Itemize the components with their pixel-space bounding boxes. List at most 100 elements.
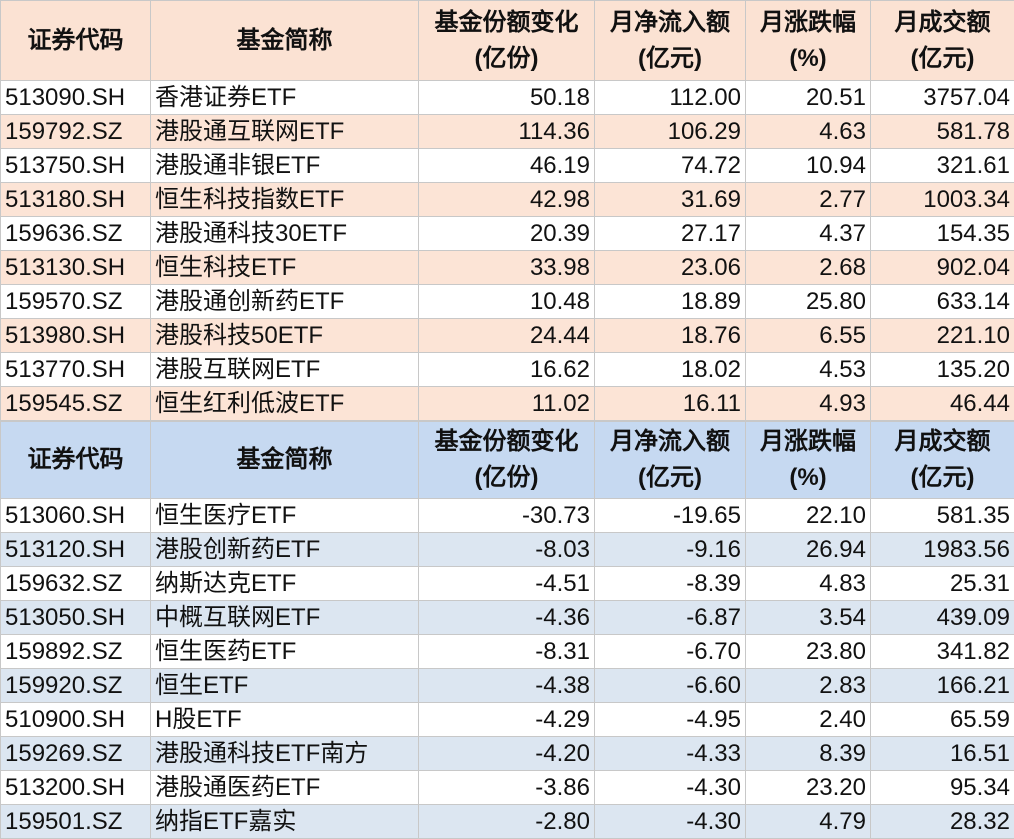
cell: 513050.SH [1, 601, 151, 635]
cell: 513090.SH [1, 81, 151, 115]
cell: 2.40 [746, 703, 871, 737]
cell: 513770.SH [1, 353, 151, 387]
cell: 恒生科技ETF [151, 251, 419, 285]
cell: 港股通医药ETF [151, 771, 419, 805]
header-text: (%) [750, 41, 866, 77]
data-table: 证券代码基金简称基金份额变化(亿份)月净流入额(亿元)月涨跌幅(%)月成交额(亿… [0, 421, 1014, 839]
cell: 46.44 [871, 387, 1014, 421]
cell: 513120.SH [1, 533, 151, 567]
cell: 902.04 [871, 251, 1014, 285]
cell: 42.98 [419, 183, 595, 217]
cell: 1983.56 [871, 533, 1014, 567]
cell: 恒生医药ETF [151, 635, 419, 669]
cell: 95.34 [871, 771, 1014, 805]
cell: 恒生医疗ETF [151, 499, 419, 533]
cell: 513060.SH [1, 499, 151, 533]
cell: 321.61 [871, 149, 1014, 183]
header-cell: 基金简称 [151, 422, 419, 499]
header-text: 月涨跌幅 [750, 5, 866, 41]
cell: -8.03 [419, 533, 595, 567]
cell: 22.10 [746, 499, 871, 533]
header-cell: 月成交额(亿元) [871, 422, 1014, 499]
cell: 581.35 [871, 499, 1014, 533]
header-row: 证券代码基金简称基金份额变化(亿份)月净流入额(亿元)月涨跌幅(%)月成交额(亿… [1, 422, 1014, 499]
cell: 2.68 [746, 251, 871, 285]
cell: 513180.SH [1, 183, 151, 217]
header-text: (亿份) [423, 460, 590, 496]
cell: -3.86 [419, 771, 595, 805]
cell: 3757.04 [871, 81, 1014, 115]
header-text: (亿元) [875, 41, 1010, 77]
header-text: (%) [750, 460, 866, 496]
cell: 159920.SZ [1, 669, 151, 703]
cell: H股ETF [151, 703, 419, 737]
cell: 4.63 [746, 115, 871, 149]
cell: -30.73 [419, 499, 595, 533]
header-text: 基金简称 [155, 23, 414, 59]
header-text: 证券代码 [5, 23, 146, 59]
cell: 2.77 [746, 183, 871, 217]
cell: 159570.SZ [1, 285, 151, 319]
cell: 纳斯达克ETF [151, 567, 419, 601]
cell: 恒生ETF [151, 669, 419, 703]
cell: -6.87 [595, 601, 746, 635]
cell: 341.82 [871, 635, 1014, 669]
cell: -4.30 [595, 771, 746, 805]
cell: 4.93 [746, 387, 871, 421]
cell: 恒生科技指数ETF [151, 183, 419, 217]
header-text: 月净流入额 [599, 424, 741, 460]
cell: 114.36 [419, 115, 595, 149]
cell: 159636.SZ [1, 217, 151, 251]
cell: 513980.SH [1, 319, 151, 353]
cell: 27.17 [595, 217, 746, 251]
cell: 24.44 [419, 319, 595, 353]
cell: 20.39 [419, 217, 595, 251]
cell: 159545.SZ [1, 387, 151, 421]
cell: 159792.SZ [1, 115, 151, 149]
cell: 25.80 [746, 285, 871, 319]
header-cell: 月涨跌幅(%) [746, 422, 871, 499]
cell: 4.53 [746, 353, 871, 387]
header-cell: 月净流入额(亿元) [595, 1, 746, 81]
cell: 16.51 [871, 737, 1014, 771]
cell: -4.36 [419, 601, 595, 635]
header-cell: 月涨跌幅(%) [746, 1, 871, 81]
cell: 2.83 [746, 669, 871, 703]
header-cell: 月成交额(亿元) [871, 1, 1014, 81]
cell: 11.02 [419, 387, 595, 421]
cell: 香港证券ETF [151, 81, 419, 115]
cell: 10.48 [419, 285, 595, 319]
cell: -8.31 [419, 635, 595, 669]
cell: -4.38 [419, 669, 595, 703]
cell: 159501.SZ [1, 805, 151, 839]
cell: 112.00 [595, 81, 746, 115]
cell: -4.51 [419, 567, 595, 601]
cell: 16.62 [419, 353, 595, 387]
cell: -2.80 [419, 805, 595, 839]
header-text: 基金份额变化 [423, 424, 590, 460]
header-cell: 证券代码 [1, 422, 151, 499]
cell: -4.95 [595, 703, 746, 737]
header-text: 基金份额变化 [423, 5, 590, 41]
cell: 28.32 [871, 805, 1014, 839]
header-cell: 月净流入额(亿元) [595, 422, 746, 499]
cell: 154.35 [871, 217, 1014, 251]
cell: -8.39 [595, 567, 746, 601]
cell: 港股通非银ETF [151, 149, 419, 183]
cell: -4.20 [419, 737, 595, 771]
cell: 4.83 [746, 567, 871, 601]
